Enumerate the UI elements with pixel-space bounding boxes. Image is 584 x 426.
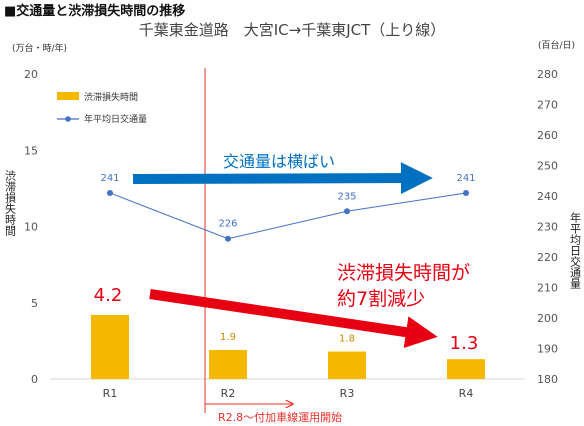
- loss-reduction-annotation-line2: 約7割減少: [337, 288, 425, 310]
- right-tick-label: 180: [537, 373, 558, 386]
- traffic-data-label: 241: [100, 173, 119, 184]
- bar: [209, 350, 247, 379]
- x-tick-label: R1: [103, 387, 118, 400]
- bar-series: [91, 314, 485, 379]
- bar: [447, 359, 485, 379]
- right-tick-label: 280: [537, 68, 558, 81]
- traffic-line: [109, 192, 467, 240]
- legend-line-marker: [65, 116, 71, 122]
- right-tick-label: 200: [537, 312, 558, 325]
- right-axis-ticks: 180 190 200 210 220 230 240 250 260 270 280: [537, 68, 558, 386]
- right-tick-label: 270: [537, 99, 558, 112]
- x-tick-label: R2: [221, 387, 236, 400]
- lane-start-annotation: R2.8～付加車線運用開始: [218, 410, 342, 424]
- left-tick-label: 0: [31, 373, 38, 386]
- right-axis-unit: (百台/日): [538, 39, 575, 51]
- x-tick-label: R3: [340, 387, 355, 400]
- traffic-data-label: 226: [218, 219, 237, 230]
- bar-data-labels: 4.2 1.9 1.8 1.3: [94, 285, 479, 354]
- bar-data-label: 1.9: [220, 332, 236, 343]
- bar-data-label: 1.8: [339, 334, 355, 345]
- chart-title: 千葉東金道路 大宮IC→千葉東JCT（上り線）: [139, 21, 446, 39]
- traffic-point: [107, 189, 113, 196]
- right-tick-label: 260: [537, 129, 558, 142]
- left-axis-ticks: 0 5 10 15 20: [24, 68, 38, 386]
- right-tick-label: 250: [537, 160, 558, 173]
- bar-data-label: 4.2: [94, 285, 123, 306]
- right-tick-label: 240: [537, 190, 558, 203]
- traffic-flat-arrow: [132, 162, 433, 195]
- legend-bar-swatch: [57, 92, 79, 100]
- legend-line-label: 年平均日交通量: [84, 113, 147, 125]
- legend-bar-label: 渋滞損失時間: [84, 91, 138, 103]
- loss-reduction-arrow: [149, 289, 438, 348]
- x-axis-ticks: R1 R2 R3 R4: [103, 387, 474, 400]
- right-tick-label: 190: [537, 343, 558, 356]
- page-title: ■交通量と渋滞損失時間の推移: [4, 3, 185, 19]
- right-tick-label: 230: [537, 221, 558, 234]
- traffic-flat-annotation: 交通量は横ばい: [223, 152, 335, 171]
- x-tick-label: R4: [459, 387, 474, 400]
- traffic-data-label: 235: [337, 191, 356, 202]
- legend: 渋滞損失時間 年平均日交通量: [57, 91, 147, 125]
- traffic-point: [225, 235, 231, 242]
- traffic-point: [344, 208, 350, 215]
- right-axis-label: 年平均日交通量: [569, 211, 582, 289]
- bar: [91, 314, 129, 379]
- line-series: 241 226 235 241: [100, 173, 476, 242]
- left-tick-label: 10: [24, 221, 38, 234]
- bar-data-label: 1.3: [450, 333, 479, 354]
- loss-reduction-annotation-line1: 渋滞損失時間が: [337, 262, 470, 284]
- traffic-data-label: 241: [456, 173, 475, 184]
- left-tick-label: 5: [31, 297, 38, 310]
- right-tick-label: 220: [537, 251, 558, 264]
- left-tick-label: 15: [24, 144, 38, 157]
- bar: [328, 351, 366, 379]
- left-tick-label: 20: [24, 68, 38, 81]
- left-axis-unit: (万台・時/年): [12, 42, 67, 54]
- right-tick-label: 210: [537, 282, 558, 295]
- traffic-point: [463, 189, 469, 196]
- left-axis-label: 渋滞損失時間: [4, 170, 17, 237]
